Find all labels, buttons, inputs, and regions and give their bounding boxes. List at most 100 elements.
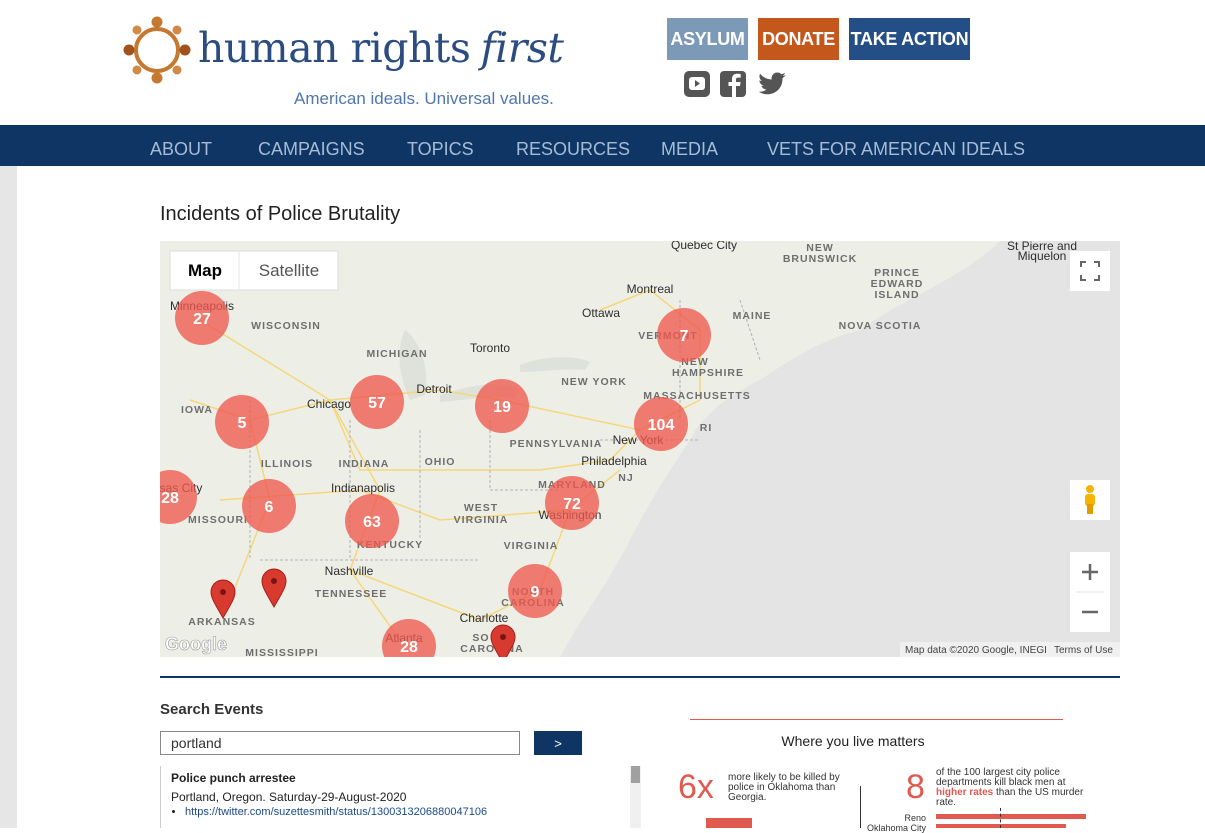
- logo-name: human rights: [198, 24, 471, 72]
- logo-icon: [123, 16, 191, 84]
- city-label: Quebec City: [671, 241, 737, 252]
- terms-link[interactable]: Terms of Use: [1054, 645, 1113, 656]
- logo-text[interactable]: human rights first: [198, 24, 564, 72]
- cluster[interactable]: 28: [160, 470, 197, 524]
- region-label: MAINE: [733, 310, 772, 322]
- region-label: MISSISSIPPI: [245, 647, 318, 657]
- region-label: NJ: [618, 472, 633, 484]
- cluster[interactable]: 63: [345, 494, 399, 548]
- nav-item[interactable]: MEDIA: [661, 139, 719, 159]
- city-label: Detroit: [416, 382, 452, 396]
- cluster-count: 27: [193, 311, 211, 328]
- cluster[interactable]: 5: [215, 395, 269, 449]
- map-tab[interactable]: Map: [188, 261, 222, 280]
- city-label: Chicago: [307, 397, 351, 411]
- lake: [520, 357, 590, 372]
- divider: [160, 676, 1120, 678]
- city-label: Reno: [904, 813, 926, 823]
- info-rule: [690, 719, 1063, 720]
- result-link[interactable]: https://twitter.com/suzettesmith/status/…: [185, 806, 488, 818]
- stat-text-part: of the 100 largest city police departmen…: [936, 767, 1066, 788]
- cluster-count: 19: [493, 399, 511, 416]
- city-bar: [936, 824, 1066, 828]
- region-label: ISLAND: [874, 289, 919, 301]
- satellite-tab[interactable]: Satellite: [259, 261, 319, 280]
- cluster-circle: [215, 395, 269, 449]
- region-label: PRINCE: [874, 267, 920, 279]
- zoom-in[interactable]: [1082, 564, 1098, 580]
- region-label: SO: [472, 632, 489, 644]
- city-label: Philadelphia: [581, 454, 647, 468]
- city-label: Ottawa: [582, 306, 620, 320]
- cluster-count: 6: [265, 499, 274, 516]
- reference-line: [1000, 808, 1002, 828]
- marker[interactable]: [490, 624, 516, 657]
- cluster[interactable]: 6: [242, 479, 296, 533]
- axis-line: [860, 786, 861, 828]
- take-action-button[interactable]: TAKE ACTION: [849, 18, 970, 60]
- cluster[interactable]: 19: [475, 379, 529, 433]
- cluster-circle: [475, 379, 529, 433]
- street-view-button[interactable]: [1070, 480, 1110, 520]
- tagline: American ideals. Universal values.: [294, 89, 554, 108]
- region-label: HAMPSHIRE: [672, 367, 744, 379]
- search-input[interactable]: [160, 731, 520, 755]
- cluster[interactable]: 7: [657, 308, 711, 362]
- result-details: Portland, Oregon. Saturday-29-August-202…: [171, 790, 407, 804]
- results-list: Police punch arrestee Portland, Oregon. …: [160, 766, 641, 828]
- cluster[interactable]: 9: [508, 564, 562, 618]
- nav-item[interactable]: ABOUT: [150, 139, 213, 159]
- city-label: St Pierre and: [1007, 241, 1077, 253]
- facebook-icon[interactable]: [720, 71, 746, 97]
- region-label: BRUNSWICK: [783, 253, 857, 265]
- lake: [399, 330, 427, 400]
- cluster-circle: [242, 479, 296, 533]
- marker[interactable]: [261, 568, 287, 609]
- cluster-count: 72: [563, 496, 581, 513]
- social-icons: [684, 71, 786, 97]
- cluster-count: 63: [363, 514, 381, 531]
- scrollbar[interactable]: [630, 766, 641, 828]
- city-label: Toronto: [470, 341, 510, 355]
- cluster[interactable]: 57: [350, 375, 404, 429]
- info-title: Where you live matters: [781, 733, 925, 749]
- twitter-icon[interactable]: [758, 72, 786, 95]
- nav-item[interactable]: RESOURCES: [516, 139, 631, 159]
- result-title: Police punch arrestee: [171, 771, 296, 785]
- search-button[interactable]: >: [534, 731, 582, 755]
- region-label: ARKANSAS: [188, 616, 256, 628]
- asylum-button[interactable]: ASYLUM: [667, 18, 748, 60]
- cluster-count: 5: [238, 415, 247, 432]
- region-label: EDWARD: [871, 278, 924, 290]
- fullscreen-button[interactable]: [1070, 251, 1110, 291]
- stat-highlight: higher rates: [936, 787, 994, 798]
- cluster[interactable]: 28: [382, 619, 436, 657]
- cluster-circle: [508, 564, 562, 618]
- city-label: Nashville: [325, 564, 374, 578]
- cluster[interactable]: 27: [175, 291, 229, 345]
- scrollbar-thumb[interactable]: [631, 766, 640, 783]
- cluster-count: 9: [531, 584, 540, 601]
- region-label: PENNSYLVANIA: [510, 438, 603, 450]
- cluster[interactable]: 72: [545, 476, 599, 530]
- cluster-circle: [160, 470, 197, 524]
- stat-text: more likely to be killed by police in Ok…: [728, 772, 840, 803]
- cluster-circle: [657, 308, 711, 362]
- stat-figure: 8: [906, 768, 925, 806]
- cluster[interactable]: 104: [634, 397, 688, 451]
- nav-item[interactable]: VETS FOR AMERICAN IDEALS: [767, 139, 1026, 159]
- nav-item[interactable]: TOPICS: [407, 139, 474, 159]
- region-label: NOVA SCOTIA: [839, 320, 922, 332]
- nav-item[interactable]: CAMPAIGNS: [258, 139, 365, 159]
- marker[interactable]: [210, 579, 236, 620]
- city-bar: [936, 814, 1086, 819]
- result-link-item: https://twitter.com/suzettesmith/status/…: [185, 806, 487, 818]
- donate-button[interactable]: DONATE: [758, 18, 839, 60]
- region-label: WEST: [464, 502, 498, 514]
- google-logo: Google: [165, 634, 227, 654]
- youtube-icon[interactable]: [684, 71, 710, 97]
- city-label: Charlotte: [460, 611, 509, 625]
- zoom-control: [1070, 552, 1110, 632]
